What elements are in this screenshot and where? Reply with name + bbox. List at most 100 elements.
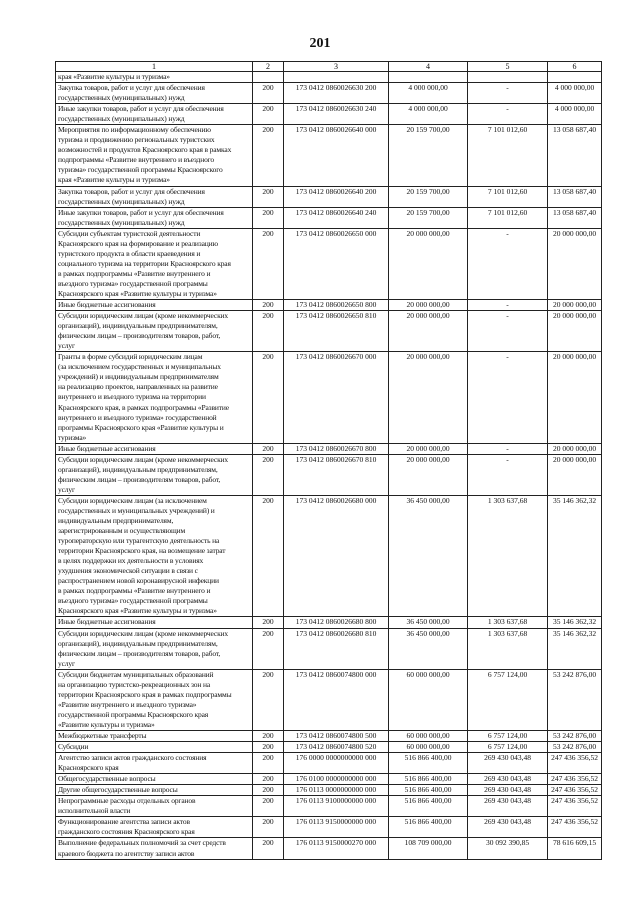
executed-amount-cell: - <box>467 227 548 301</box>
item-name-cell: Субсидии бюджетам муниципальных образова… <box>55 668 253 732</box>
remaining-amount-cell: 20 000 000,00 <box>547 310 602 353</box>
item-name-cell: Субсидии субъектам туристской деятельнос… <box>55 227 253 301</box>
remaining-amount-cell: 35 146 362,32 <box>547 494 602 618</box>
remaining-amount-cell: 53 242 876,00 <box>547 668 602 732</box>
budget-code-cell: 176 0113 9150000270 000 <box>283 837 389 860</box>
remaining-amount-cell: 20 000 000,00 <box>547 299 602 312</box>
remaining-amount-cell: 53 242 876,00 <box>547 729 602 743</box>
table-row: Гранты в форме субсидий юридическим лица… <box>55 351 602 444</box>
column-header: 1 <box>55 61 253 72</box>
line-code-cell: 200 <box>252 741 284 754</box>
line-code-cell: 200 <box>252 494 284 618</box>
column-header: 4 <box>388 61 468 72</box>
budget-code-cell: 176 0113 9150000000 000 <box>283 816 389 839</box>
executed-amount-cell: 6 757 124,00 <box>467 729 548 743</box>
remaining-amount-cell: 35 146 362,32 <box>547 616 602 629</box>
item-name-cell: Общегосударственные вопросы <box>55 773 253 786</box>
approved-amount-cell: 20 000 000,00 <box>388 310 468 353</box>
approved-amount-cell: 36 450 000,00 <box>388 494 468 618</box>
column-header: 5 <box>467 61 548 72</box>
item-name-cell: Закупка товаров, работ и услуг для обесп… <box>55 185 253 208</box>
table-row: Субсидии 200 173 0412 0860074800 520 60 000… <box>55 741 602 754</box>
remaining-amount-cell: 78 616 609,15 <box>547 837 602 860</box>
approved-amount-cell: 20 000 000,00 <box>388 299 468 312</box>
remaining-amount-cell: 20 000 000,00 <box>547 453 602 496</box>
table-row: Мероприятия по информационному обеспечен… <box>55 124 602 187</box>
executed-amount-cell: 7 101 012,60 <box>467 124 548 187</box>
table-row: Выполнение федеральных полномочий за сче… <box>55 837 602 860</box>
budget-code-cell: 176 0113 0000000000 000 <box>283 784 389 797</box>
executed-amount-cell: 1 303 637,68 <box>467 494 548 618</box>
item-name-cell: Мероприятия по информационному обеспечен… <box>55 124 253 187</box>
line-code-cell <box>252 70 284 84</box>
item-name-cell: Иные бюджетные ассигнования <box>55 442 253 455</box>
item-name-cell: Межбюджетные трансферты <box>55 729 253 743</box>
executed-amount-cell: 6 757 124,00 <box>467 668 548 732</box>
approved-amount-cell: 20 000 000,00 <box>388 453 468 496</box>
budget-code-cell: 173 0412 0860026640 200 <box>283 185 389 208</box>
item-name-cell: Выполнение федеральных полномочий за сче… <box>55 837 253 860</box>
remaining-amount-cell: 13 058 687,40 <box>547 185 602 208</box>
remaining-amount-cell: 53 242 876,00 <box>547 741 602 754</box>
line-code-cell: 200 <box>252 795 284 818</box>
approved-amount-cell: 20 159 700,00 <box>388 206 468 229</box>
table-header-row: 1 2 3 4 5 6 <box>55 61 602 72</box>
approved-amount-cell: 60 000 000,00 <box>388 741 468 754</box>
table-row: Субсидии субъектам туристской деятельнос… <box>55 227 602 301</box>
table-row: Иные бюджетные ассигнования 200 173 0412 0… <box>55 299 602 312</box>
line-code-cell: 200 <box>252 668 284 732</box>
table-row: Межбюджетные трансферты 200 173 0412 08600… <box>55 729 602 743</box>
executed-amount-cell: 269 430 043,48 <box>467 752 548 775</box>
item-name-cell: Непрограммные расходы отдельных органов … <box>55 795 253 818</box>
budget-code-cell: 173 0412 0860026630 200 <box>283 82 389 105</box>
remaining-amount-cell: 247 436 356,52 <box>547 784 602 797</box>
item-name-cell: Субсидии юридическим лицам (кроме некомм… <box>55 627 253 670</box>
item-name-cell: Субсидии юридическим лицам (кроме некомм… <box>55 310 253 353</box>
item-name-cell: Субсидии <box>55 741 253 754</box>
budget-code-cell: 176 0113 9100000000 000 <box>283 795 389 818</box>
table-row: Агентство записи актов гражданского сост… <box>55 752 602 775</box>
executed-amount-cell: 1 303 637,68 <box>467 616 548 629</box>
table-row: Субсидии юридическим лицам (кроме некомм… <box>55 310 602 353</box>
line-code-cell: 200 <box>252 752 284 775</box>
approved-amount-cell: 20 000 000,00 <box>388 227 468 301</box>
line-code-cell: 200 <box>252 442 284 455</box>
approved-amount-cell: 108 709 000,00 <box>388 837 468 860</box>
item-name-cell: Субсидии юридическим лицам (за исключени… <box>55 494 253 618</box>
executed-amount-cell: - <box>467 442 548 455</box>
executed-amount-cell: 6 757 124,00 <box>467 741 548 754</box>
budget-code-cell <box>283 70 389 84</box>
item-name-cell: Субсидии юридическим лицам (кроме некомм… <box>55 453 253 496</box>
budget-code-cell: 173 0412 0860026680 800 <box>283 616 389 629</box>
line-code-cell: 200 <box>252 816 284 839</box>
table-row: Закупка товаров, работ и услуг для обесп… <box>55 82 602 105</box>
remaining-amount-cell: 247 436 356,52 <box>547 816 602 839</box>
table-row: Закупка товаров, работ и услуг для обесп… <box>55 185 602 208</box>
line-code-cell: 200 <box>252 627 284 670</box>
table-row: Иные бюджетные ассигнования 200 173 0412 0… <box>55 616 602 629</box>
remaining-amount-cell: 247 436 356,52 <box>547 752 602 775</box>
executed-amount-cell: 7 101 012,60 <box>467 185 548 208</box>
item-name-cell: Иные бюджетные ассигнования <box>55 616 253 629</box>
remaining-amount-cell: 247 436 356,52 <box>547 773 602 786</box>
remaining-amount-cell: 13 058 687,40 <box>547 124 602 187</box>
approved-amount-cell: 20 000 000,00 <box>388 351 468 444</box>
line-code-cell: 200 <box>252 103 284 126</box>
approved-amount-cell: 516 866 400,00 <box>388 795 468 818</box>
item-name-cell: края «Развитие культуры и туризма» <box>55 70 253 84</box>
table-row: Субсидии юридическим лицам (кроме некомм… <box>55 627 602 670</box>
table-row: Иные закупки товаров, работ и услуг для … <box>55 103 602 126</box>
budget-code-cell: 173 0412 0860026640 240 <box>283 206 389 229</box>
executed-amount-cell: 269 430 043,48 <box>467 773 548 786</box>
line-code-cell: 200 <box>252 351 284 444</box>
executed-amount-cell: 7 101 012,60 <box>467 206 548 229</box>
budget-code-cell: 173 0412 0860026680 810 <box>283 627 389 670</box>
remaining-amount-cell: 20 000 000,00 <box>547 351 602 444</box>
approved-amount-cell: 20 159 700,00 <box>388 185 468 208</box>
budget-code-cell: 173 0412 0860074800 500 <box>283 729 389 743</box>
table-row: Субсидии юридическим лицам (за исключени… <box>55 494 602 618</box>
approved-amount-cell: 4 000 000,00 <box>388 82 468 105</box>
line-code-cell: 200 <box>252 299 284 312</box>
executed-amount-cell: 30 092 390,85 <box>467 837 548 860</box>
line-code-cell: 200 <box>252 616 284 629</box>
